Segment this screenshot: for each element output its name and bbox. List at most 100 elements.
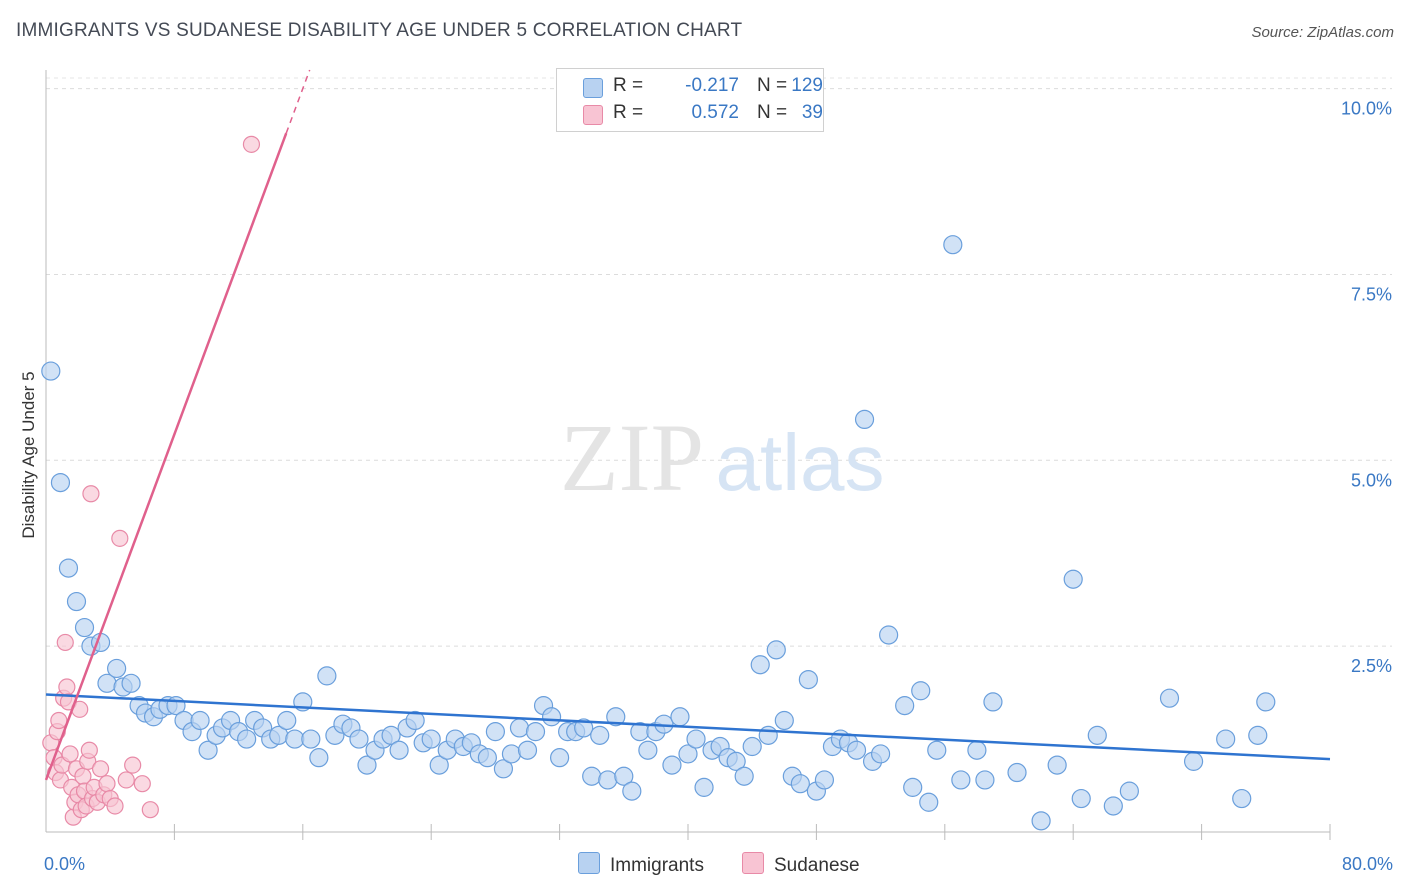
immigrants-point <box>766 640 786 660</box>
immigrants-point <box>895 696 915 716</box>
trend-lines <box>44 69 1331 781</box>
bottom-legend-sudanese: Sudanese <box>742 852 860 877</box>
bottom-legend-label: Immigrants <box>610 855 704 876</box>
sudanese-point <box>111 529 129 547</box>
sudanese-point <box>106 797 124 815</box>
immigrants-point <box>277 710 297 731</box>
sudanese-trend-line <box>44 132 288 781</box>
sudanese-points <box>42 135 261 826</box>
immigrants-point <box>614 766 634 786</box>
y-tick-label: 5.0% <box>1351 470 1392 490</box>
immigrants-point <box>357 755 377 775</box>
y-axis-title: Disability Age Under 5 <box>19 371 38 538</box>
immigrants-point <box>1216 729 1236 749</box>
watermark: ZIP atlas <box>560 404 884 511</box>
immigrants-point <box>493 759 514 779</box>
immigrants-point <box>854 409 875 430</box>
immigrants-point <box>477 748 497 768</box>
immigrants-point <box>1159 688 1180 708</box>
immigrants-point <box>1183 751 1204 771</box>
immigrants-point <box>983 692 1003 712</box>
legend-row-immigrants: R = -0.217 N = 129 <box>583 75 823 101</box>
immigrants-point <box>670 707 690 727</box>
immigrants-point <box>509 718 530 738</box>
immigrants-point <box>911 681 931 701</box>
bottom-legend-swatch-blue <box>578 852 600 874</box>
immigrants-point <box>598 770 618 790</box>
immigrants-point <box>309 748 329 768</box>
immigrants-point <box>967 740 987 760</box>
x-tick-label: 80.0% <box>1342 854 1393 874</box>
immigrants-point <box>74 617 95 638</box>
immigrants-point <box>1248 725 1268 745</box>
immigrants-point <box>927 740 947 760</box>
sudanese-point <box>133 775 151 793</box>
sudanese-point <box>141 801 159 819</box>
immigrants-point <box>317 666 337 686</box>
immigrants-point <box>41 361 61 381</box>
immigrants-point <box>734 766 754 786</box>
immigrants-points <box>41 235 1276 831</box>
immigrants-point <box>678 744 698 764</box>
sudanese-point <box>82 485 100 503</box>
immigrants-point <box>606 707 626 727</box>
immigrants-point <box>66 591 87 612</box>
legend-r-value: 0.572 <box>691 102 739 123</box>
sudanese-trend-extension <box>285 69 311 134</box>
bottom-legend-label: Sudanese <box>774 855 860 876</box>
immigrants-point <box>285 729 305 749</box>
sudanese-point <box>80 741 98 759</box>
legend-swatch-pink <box>583 105 603 125</box>
source-label: Source: ZipAtlas.com <box>1251 24 1394 41</box>
immigrants-point <box>421 729 441 749</box>
immigrants-point <box>301 729 321 749</box>
immigrants-point <box>429 755 449 775</box>
sudanese-point <box>124 756 142 774</box>
immigrants-point <box>622 781 642 801</box>
immigrants-point <box>951 770 971 790</box>
chart-title: IMMIGRANTS VS SUDANESE DISABILITY AGE UN… <box>16 20 743 41</box>
sudanese-point <box>56 633 74 652</box>
immigrants-point <box>121 673 141 693</box>
immigrants-point <box>798 669 818 690</box>
immigrants-point <box>694 777 714 797</box>
legend-r-label: R = <box>613 75 649 96</box>
immigrants-point <box>790 774 810 794</box>
immigrants-point <box>1103 796 1123 816</box>
immigrants-point <box>1256 692 1276 712</box>
immigrants-point <box>349 729 369 749</box>
watermark-zip: ZIP <box>560 404 704 511</box>
immigrants-point <box>686 729 706 749</box>
immigrants-point <box>758 725 778 745</box>
immigrants-point <box>549 748 570 768</box>
immigrants-point <box>846 740 867 760</box>
legend-n-label: N = <box>757 75 793 96</box>
immigrants-point <box>1119 781 1139 801</box>
correlation-legend: R = -0.217 N = 129 R = 0.572 N = 39 <box>556 68 824 132</box>
immigrants-point <box>919 792 939 812</box>
immigrants-point <box>50 472 71 493</box>
immigrants-point <box>870 744 891 764</box>
immigrants-point <box>389 740 409 760</box>
immigrants-point <box>541 707 562 727</box>
immigrants-point <box>638 740 658 760</box>
sudanese-point <box>58 678 76 696</box>
immigrants-point <box>1047 755 1067 775</box>
legend-swatch-blue <box>583 78 603 98</box>
immigrants-point <box>1071 788 1091 809</box>
x-tick-label: 0.0% <box>44 854 85 874</box>
legend-n-value: 39 <box>801 102 823 123</box>
legend-r-label: R = <box>613 102 649 123</box>
immigrants-point <box>1063 569 1083 589</box>
immigrants-point <box>190 710 210 731</box>
immigrants-point <box>943 235 963 255</box>
legend-n-label: N = <box>757 102 793 123</box>
immigrants-point <box>975 770 995 790</box>
immigrants-point <box>574 718 594 738</box>
immigrants-point <box>381 725 401 745</box>
immigrants-point <box>58 558 79 578</box>
immigrants-point <box>774 710 794 731</box>
immigrants-trend-line <box>45 693 1331 761</box>
sudanese-point <box>117 771 135 789</box>
immigrants-point <box>879 625 899 645</box>
